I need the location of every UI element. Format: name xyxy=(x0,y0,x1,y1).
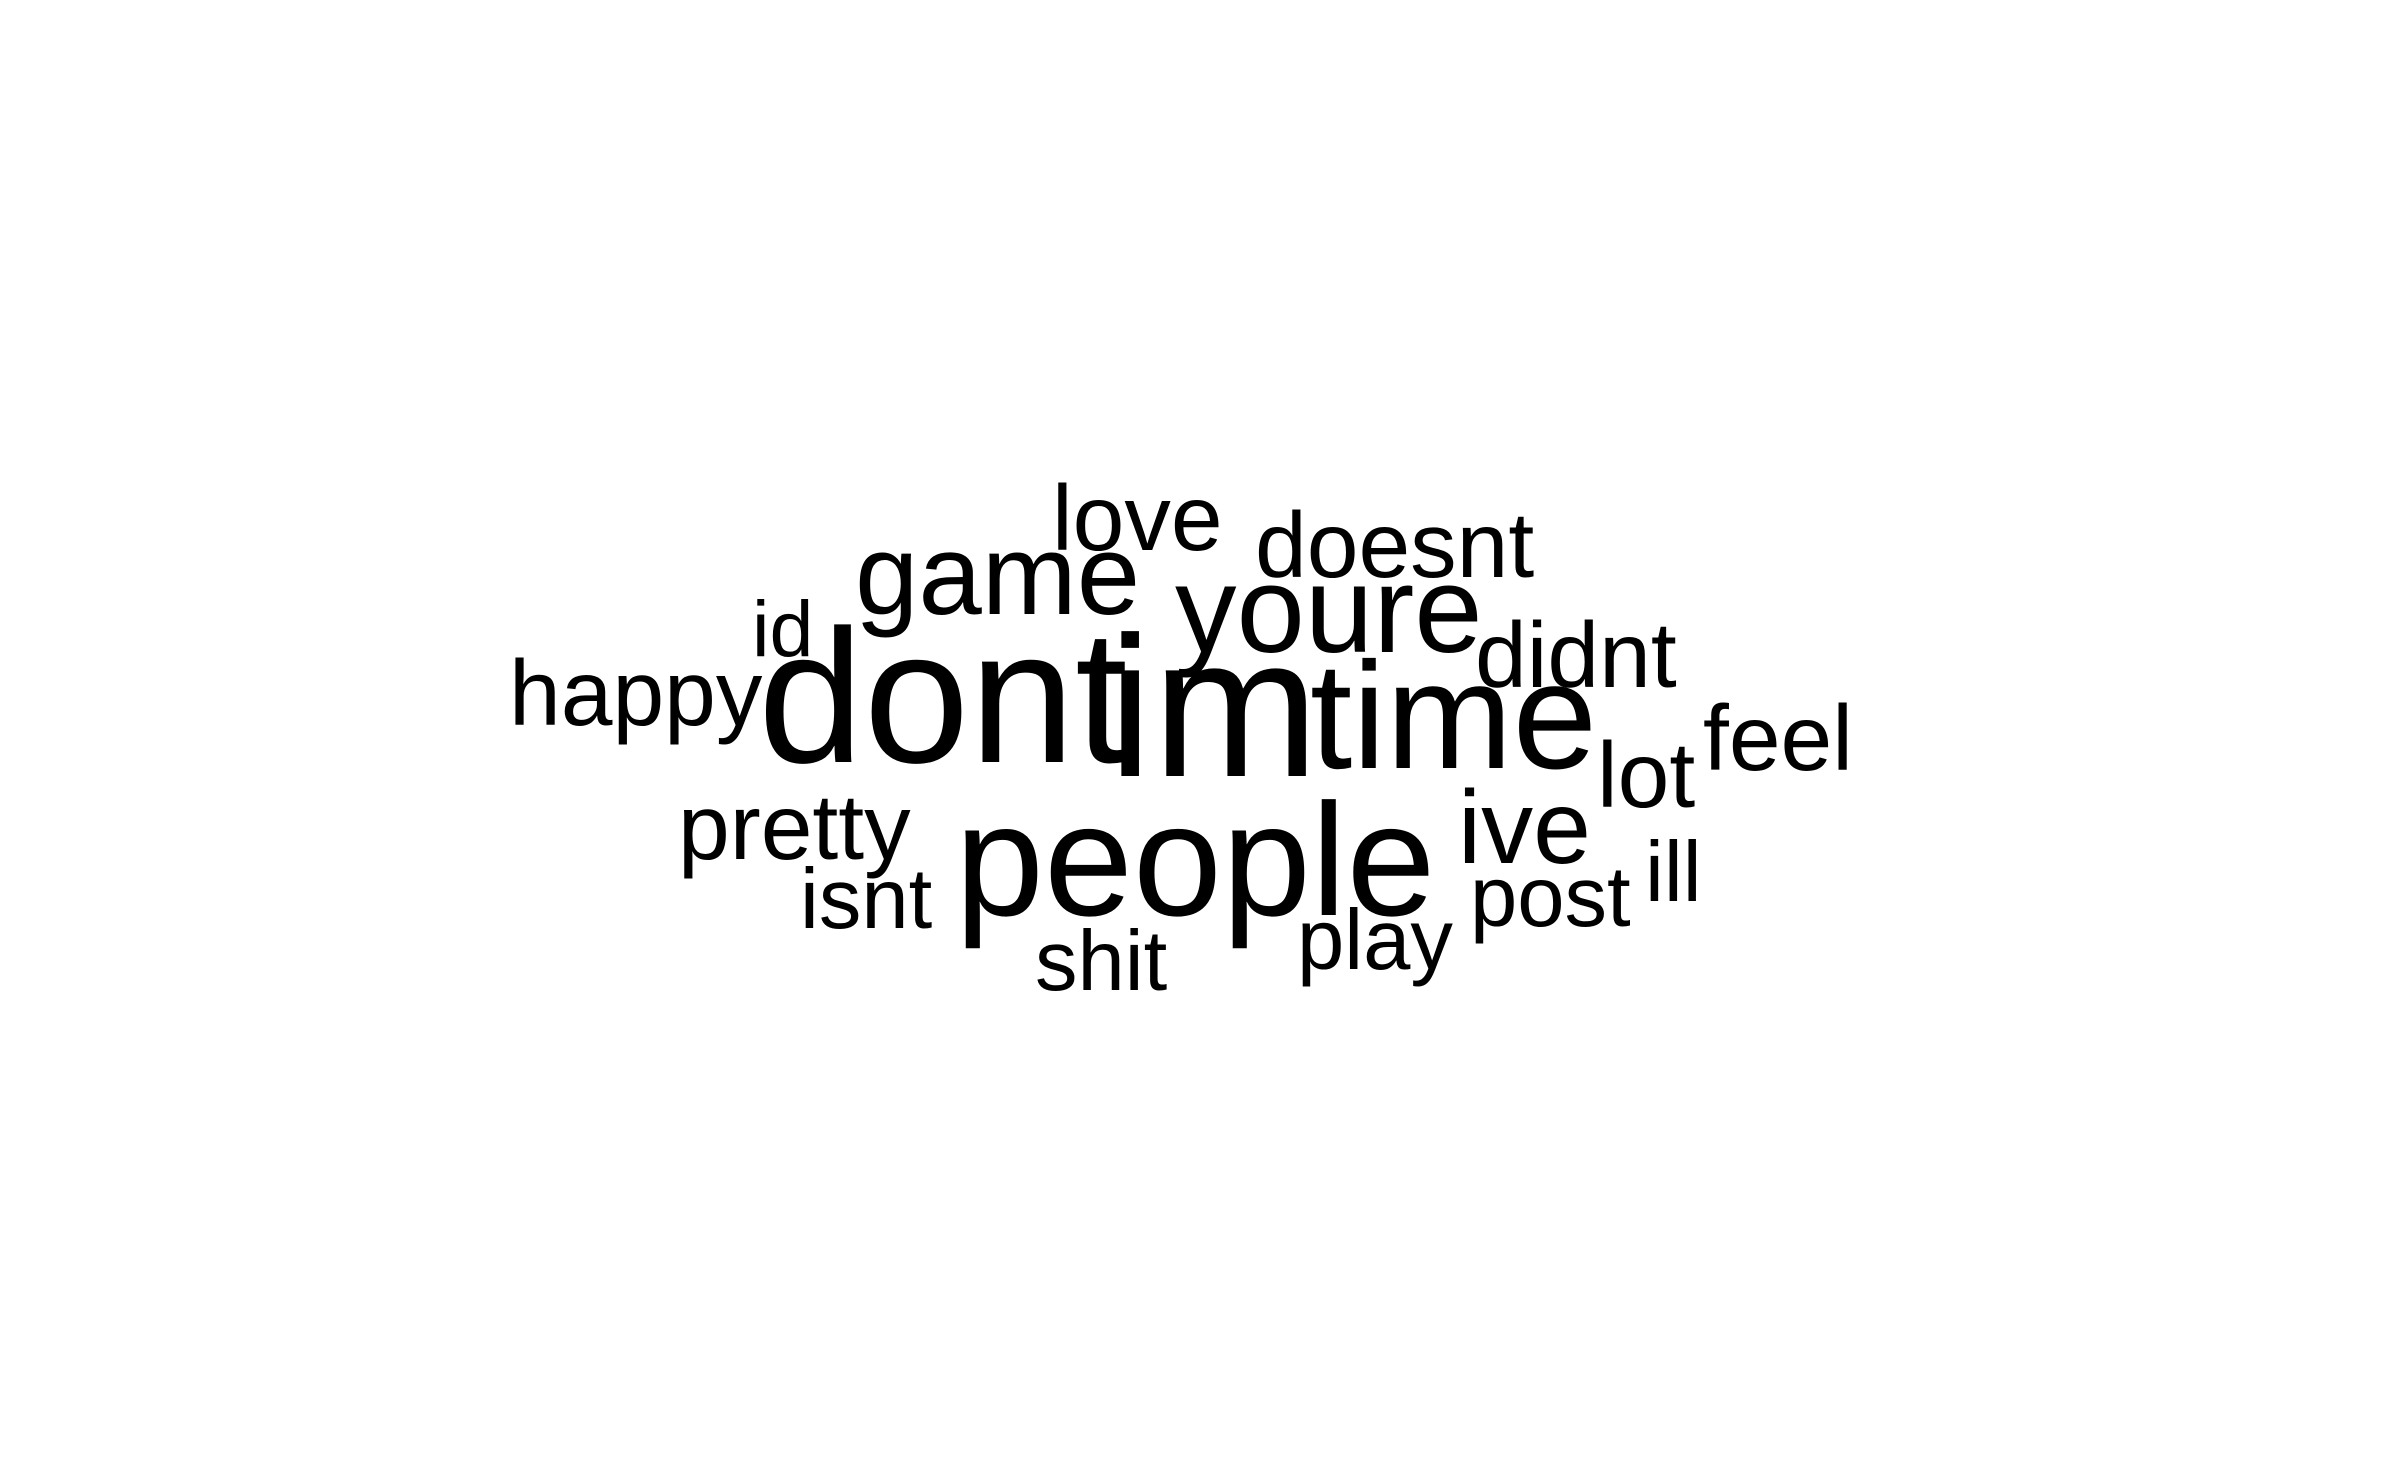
word-game: game xyxy=(855,512,1141,639)
word-pretty: pretty xyxy=(678,775,911,879)
word-id: id xyxy=(752,584,814,673)
word-love: love xyxy=(1052,466,1223,570)
word-didnt: didnt xyxy=(1475,603,1677,707)
word-ive: ive xyxy=(1458,770,1591,886)
word-isnt: isnt xyxy=(800,852,933,947)
word-shit: shit xyxy=(1035,914,1168,1009)
word-ill: ill xyxy=(1645,825,1702,920)
word-people: people xyxy=(955,770,1436,949)
word-im: im xyxy=(1108,596,1320,819)
word-lot: lot xyxy=(1597,723,1696,827)
word-play: play xyxy=(1297,893,1453,988)
word-feel: feel xyxy=(1703,686,1853,790)
word-youre: youre xyxy=(1175,542,1483,679)
word-post: post xyxy=(1470,850,1631,945)
word-doesnt: doesnt xyxy=(1255,493,1535,597)
word-happy: happy xyxy=(509,641,763,745)
word-dont: dont xyxy=(758,591,1128,803)
word-time: time xyxy=(1310,631,1598,801)
